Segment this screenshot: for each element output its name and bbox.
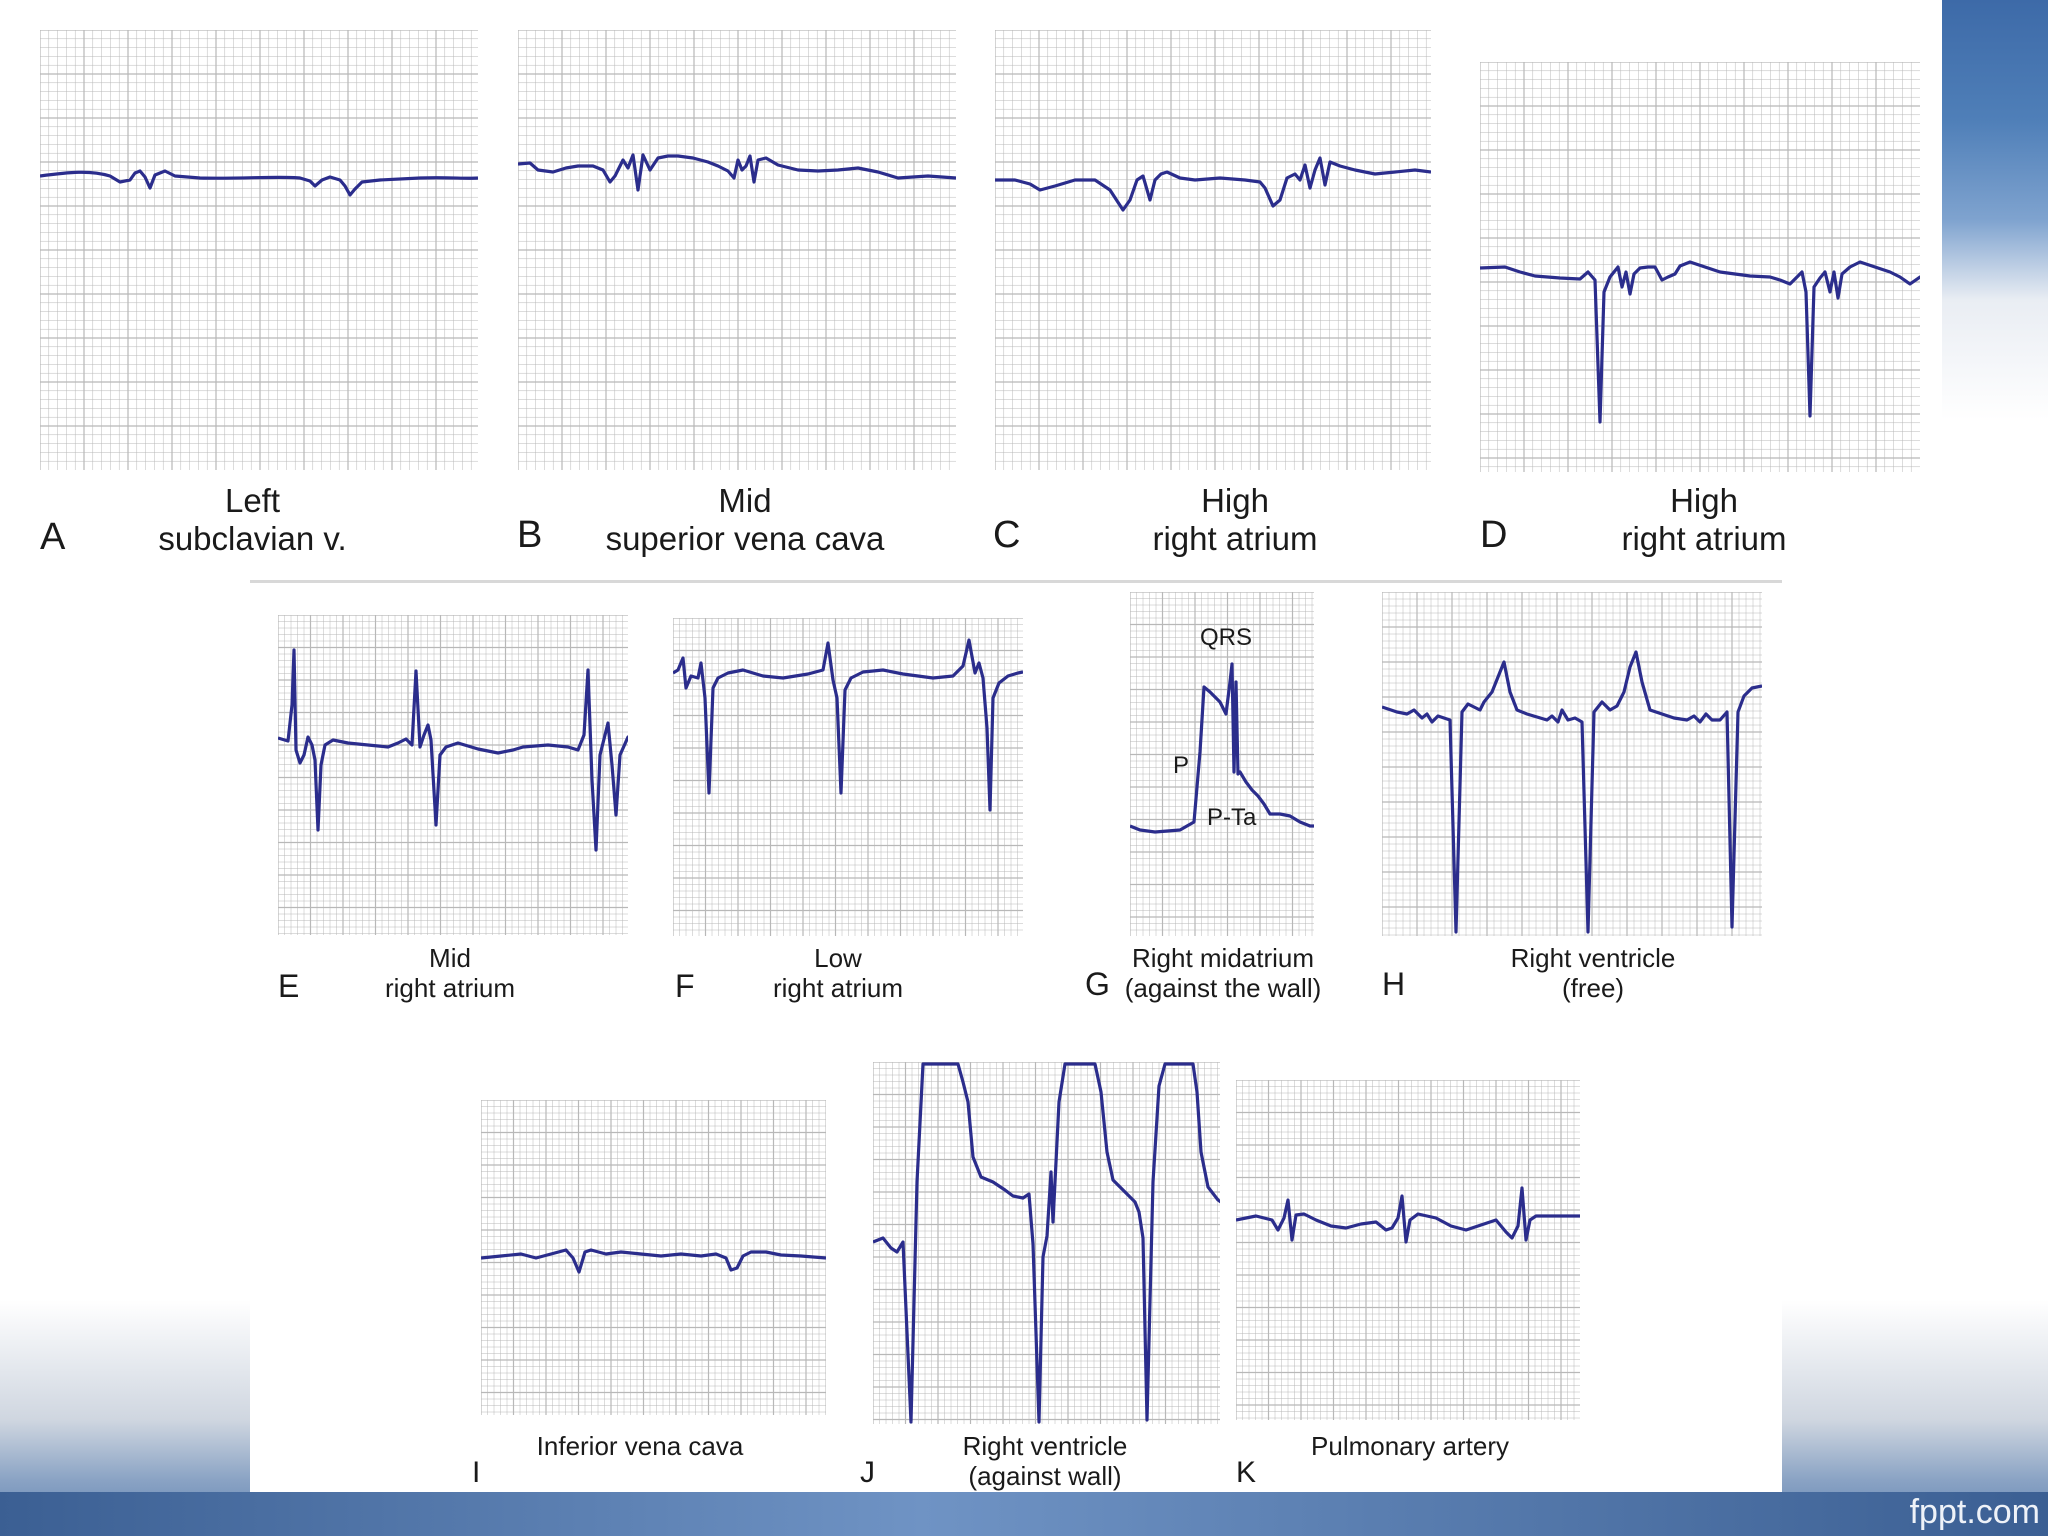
ecg-trace-g xyxy=(1130,662,1314,834)
panel-letter-i: I xyxy=(472,1456,481,1489)
caption-c-line1: High xyxy=(1201,482,1269,519)
annotation-p: P xyxy=(1173,752,1190,779)
panel-letter-j: J xyxy=(860,1456,875,1489)
caption-k-line1: Pulmonary artery xyxy=(1311,1431,1509,1461)
ecg-grid xyxy=(1382,592,1762,936)
caption-h-line2: (free) xyxy=(1561,972,1625,1003)
panel-caption-i: Inferior vena cava xyxy=(520,1431,760,1462)
panel-caption-c: High right atrium xyxy=(1135,482,1335,558)
ecg-grid xyxy=(995,30,1431,470)
caption-b-line2: superior vena cava xyxy=(605,519,885,557)
ecg-panel-i xyxy=(481,1100,826,1415)
caption-j-line2: (against wall) xyxy=(968,1460,1122,1491)
panel-caption-h: Right ventricle (free) xyxy=(1488,943,1698,1004)
caption-f-line1: Low xyxy=(814,943,862,973)
ecg-trace-k xyxy=(1236,1186,1580,1244)
ecg-strip-i xyxy=(481,1100,826,1415)
panel-caption-k: Pulmonary artery xyxy=(1300,1431,1520,1462)
ecg-panel-b xyxy=(518,30,956,470)
ecg-strip-f xyxy=(673,618,1023,936)
annotation-p-ta: P-Ta xyxy=(1207,804,1257,831)
caption-j-line1: Right ventricle xyxy=(962,1431,1128,1461)
caption-a-line2: subclavian v. xyxy=(158,519,347,557)
ecg-panel-c xyxy=(995,30,1431,470)
caption-d-line2: right atrium xyxy=(1621,519,1787,557)
ecg-strip-a xyxy=(40,30,478,470)
ecg-panel-f xyxy=(673,618,1023,936)
ecg-strip-c xyxy=(995,30,1431,470)
caption-i-line1: Inferior vena cava xyxy=(536,1431,744,1461)
ecg-strip-e xyxy=(278,615,628,935)
ecg-panel-e xyxy=(278,615,628,935)
brand-label: fppt.com xyxy=(1909,1493,2040,1531)
panel-caption-e: Mid right atrium xyxy=(360,943,540,1004)
panel-letter-h: H xyxy=(1382,966,1406,1002)
ecg-trace-d xyxy=(1480,260,1920,424)
caption-h-line1: Right ventricle xyxy=(1510,943,1676,973)
ecg-strip-g xyxy=(1130,592,1314,936)
panel-letter-k: K xyxy=(1236,1456,1257,1489)
ecg-strip-b xyxy=(518,30,956,470)
panel-caption-j: Right ventricle (against wall) xyxy=(935,1431,1155,1492)
panel-letter-d: D xyxy=(1480,514,1508,556)
panel-letter-g: G xyxy=(1085,966,1110,1002)
ecg-grid xyxy=(481,1100,826,1415)
caption-e-line2: right atrium xyxy=(384,972,516,1003)
panel-caption-b: Mid superior vena cava xyxy=(590,482,900,558)
panel-caption-f: Low right atrium xyxy=(748,943,928,1004)
panel-letter-f: F xyxy=(675,968,695,1004)
panel-caption-d: High right atrium xyxy=(1604,482,1804,558)
ecg-strip-j xyxy=(873,1062,1220,1424)
caption-c-line2: right atrium xyxy=(1152,519,1318,557)
panel-caption-a: Left subclavian v. xyxy=(140,482,365,558)
caption-d-line1: High xyxy=(1670,482,1738,519)
ecg-trace-a xyxy=(40,169,478,197)
figure-sheet-top xyxy=(0,0,1942,580)
ecg-panel-d xyxy=(1480,62,1920,472)
panel-caption-g: Right midatrium (against the wall) xyxy=(1118,943,1328,1004)
ecg-grid xyxy=(673,618,1023,936)
ecg-trace-i xyxy=(481,1248,826,1274)
ecg-strip-k xyxy=(1236,1080,1580,1420)
ecg-grid xyxy=(1480,62,1920,472)
ecg-trace-e xyxy=(278,648,628,852)
ecg-trace-c xyxy=(995,156,1431,212)
ecg-panel-k xyxy=(1236,1080,1580,1420)
ecg-grid xyxy=(1130,592,1314,936)
caption-b-line1: Mid xyxy=(718,482,772,519)
caption-e-line1: Mid xyxy=(429,943,471,973)
ecg-grid xyxy=(518,30,956,470)
panel-letter-e: E xyxy=(278,968,300,1004)
ecg-strip-d xyxy=(1480,62,1920,472)
panel-letter-c: C xyxy=(993,514,1021,556)
annotation-qrs: QRS xyxy=(1200,624,1253,651)
ecg-trace-j xyxy=(873,1062,1220,1424)
panel-letter-b: B xyxy=(517,514,543,556)
panel-letter-a: A xyxy=(40,516,66,558)
ecg-panel-h xyxy=(1382,592,1762,936)
caption-a-line1: Left xyxy=(224,482,281,519)
ecg-grid xyxy=(40,30,478,470)
caption-g-line1: Right midatrium xyxy=(1131,943,1315,973)
ecg-panel-j xyxy=(873,1062,1220,1424)
ecg-strip-h xyxy=(1382,592,1762,936)
ecg-grid xyxy=(1236,1080,1580,1420)
ecg-grid xyxy=(278,615,628,935)
caption-f-line2: right atrium xyxy=(772,972,904,1003)
footer-bar: fppt.com xyxy=(0,1492,2048,1536)
ecg-trace-f xyxy=(673,638,1023,812)
ecg-trace-h xyxy=(1382,650,1762,934)
row-divider xyxy=(250,580,1782,583)
ecg-trace-b xyxy=(518,153,956,192)
caption-g-line2: (against the wall) xyxy=(1124,972,1322,1003)
ecg-panel-a xyxy=(40,30,478,470)
ecg-panel-g xyxy=(1130,592,1314,936)
